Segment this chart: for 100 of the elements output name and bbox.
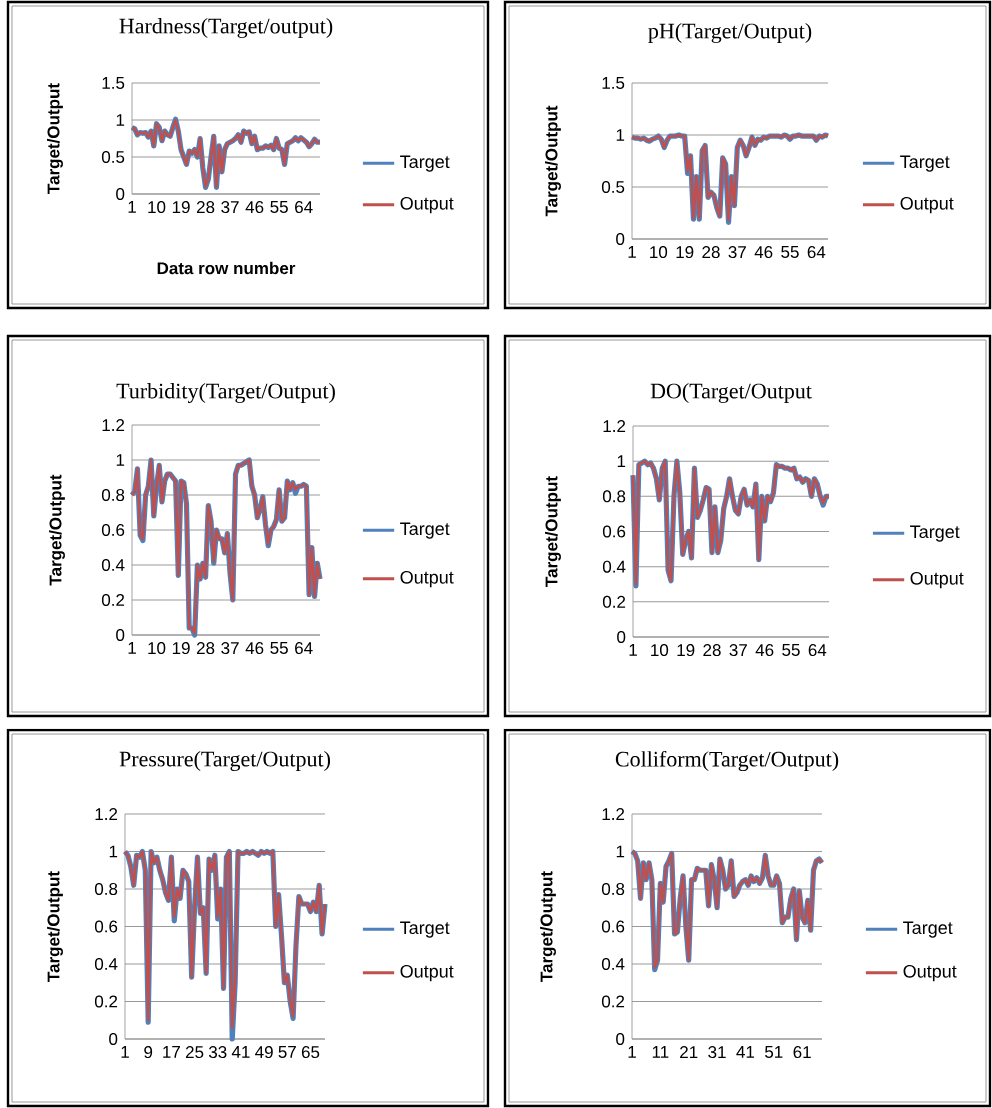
x-tick-label: 55 — [270, 201, 288, 213]
y-tick-label: 0.6 — [94, 920, 118, 933]
x-tick-label: 51 — [765, 1046, 783, 1058]
x-axis-title: Data row number — [157, 261, 296, 275]
x-tick-label: 1 — [628, 1046, 636, 1058]
x-tick-label: 19 — [676, 246, 694, 259]
y-tick-label: 1 — [616, 845, 625, 858]
y-axis-title: Target/Output — [545, 105, 561, 217]
x-tick-label: 17 — [163, 1046, 180, 1058]
x-tick-label: 11 — [652, 1046, 669, 1058]
x-tick-label: 10 — [148, 201, 166, 214]
y-axis-title: Target/Output — [545, 476, 561, 587]
x-tick-label: 37 — [729, 644, 747, 657]
x-tick-label: 55 — [782, 644, 800, 656]
x-tick-label: 46 — [755, 644, 774, 657]
chart-title: Hardness(Target/output) — [119, 18, 333, 38]
x-tick-label: 1 — [628, 246, 636, 258]
legend-label: Output — [400, 964, 454, 982]
x-tick-label: 41 — [231, 1046, 250, 1058]
x-tick-label: 55 — [781, 246, 799, 258]
y-tick-label: 1 — [617, 455, 626, 468]
y-tick-label: 0.6 — [101, 524, 125, 537]
legend-label: Target — [900, 155, 950, 172]
chart-title: Colliform(Target/Output) — [615, 750, 839, 772]
legend-label: Output — [400, 570, 454, 588]
y-tick-label: 0 — [116, 629, 125, 642]
x-tick-label: 46 — [245, 201, 264, 214]
x-tick-label: 64 — [808, 644, 827, 657]
chart-title: pH(Target/Output) — [648, 23, 812, 43]
x-tick-label: 19 — [172, 201, 190, 214]
x-tick-label: 46 — [245, 642, 264, 655]
x-tick-label: 19 — [677, 644, 695, 657]
legend-label: Output — [910, 571, 964, 589]
y-tick-label: 0.6 — [601, 920, 625, 933]
x-tick-label: 21 — [680, 1046, 698, 1058]
x-tick-label: 64 — [295, 201, 313, 214]
y-tick-label: 1 — [109, 845, 118, 858]
x-tick-label: 64 — [295, 642, 313, 655]
y-tick-label: 0.2 — [601, 995, 625, 1008]
legend-label: Output — [903, 964, 957, 982]
x-tick-label: 46 — [754, 246, 773, 259]
x-tick-label: 33 — [208, 1046, 227, 1059]
x-tick-label: 55 — [270, 642, 288, 654]
y-tick-label: 0 — [617, 631, 626, 644]
y-tick-label: 0.2 — [94, 995, 118, 1008]
y-tick-label: 0.6 — [602, 525, 626, 538]
y-tick-label: 0 — [109, 1033, 118, 1046]
chart-title: DO(Target/Output — [650, 383, 812, 403]
y-tick-label: 1.5 — [602, 77, 625, 89]
y-tick-label: 0.2 — [101, 594, 125, 607]
x-tick-label: 57 — [278, 1046, 296, 1058]
x-tick-label: 28 — [703, 644, 721, 657]
y-axis-title: Target/Output — [47, 871, 63, 982]
x-tick-label: 10 — [148, 642, 166, 655]
y-tick-label: 0.4 — [101, 559, 125, 572]
y-tick-label: 0 — [116, 188, 125, 201]
y-tick-label: 0.5 — [601, 181, 625, 194]
x-tick-label: 19 — [172, 642, 190, 655]
chart-title: Pressure(Target/Output) — [119, 751, 331, 771]
y-tick-label: 1.2 — [602, 808, 625, 820]
x-tick-label: 28 — [702, 246, 720, 259]
legend-label: Target — [400, 522, 450, 539]
x-tick-label: 31 — [708, 1046, 726, 1059]
x-tick-label: 64 — [807, 246, 826, 259]
y-tick-label: 1.5 — [102, 77, 125, 89]
y-axis-title: Target/Output — [540, 871, 556, 982]
legend-label: Output — [400, 196, 454, 214]
x-tick-label: 28 — [196, 642, 215, 655]
x-tick-label: 1 — [629, 644, 637, 656]
y-tick-label: 0.8 — [601, 883, 625, 896]
y-tick-label: 0.8 — [94, 883, 118, 896]
y-tick-label: 0.4 — [94, 958, 118, 971]
x-tick-label: 1 — [128, 642, 136, 654]
x-tick-label: 28 — [196, 201, 215, 214]
x-tick-label: 10 — [651, 644, 669, 657]
y-tick-label: 1.2 — [603, 420, 626, 432]
y-tick-label: 0.8 — [101, 489, 125, 502]
y-tick-label: 0 — [616, 233, 625, 246]
x-tick-label: 10 — [650, 246, 668, 259]
y-tick-label: 1 — [616, 129, 625, 141]
y-tick-label: 0.4 — [601, 958, 625, 971]
x-tick-label: 61 — [793, 1046, 811, 1059]
legend-label: Target — [400, 921, 450, 938]
y-tick-label: 0.5 — [101, 151, 125, 164]
x-tick-label: 37 — [221, 201, 239, 214]
y-axis-title: Target/Output — [47, 83, 63, 194]
x-tick-label: 65 — [301, 1046, 320, 1059]
legend-label: Target — [903, 921, 953, 938]
y-tick-label: 0 — [616, 1033, 625, 1046]
y-tick-label: 1.2 — [95, 808, 118, 820]
y-tick-label: 0.2 — [602, 595, 626, 608]
y-tick-label: 1 — [116, 114, 125, 126]
y-tick-label: 1.2 — [102, 419, 125, 431]
x-tick-label: 25 — [185, 1046, 204, 1059]
legend-label: Output — [900, 196, 954, 214]
x-tick-label: 49 — [255, 1046, 273, 1059]
x-tick-label: 1 — [128, 201, 136, 213]
x-tick-label: 37 — [728, 246, 746, 259]
chart-title: Turbidity(Target/Output) — [116, 383, 335, 403]
legend-label: Target — [400, 155, 450, 172]
